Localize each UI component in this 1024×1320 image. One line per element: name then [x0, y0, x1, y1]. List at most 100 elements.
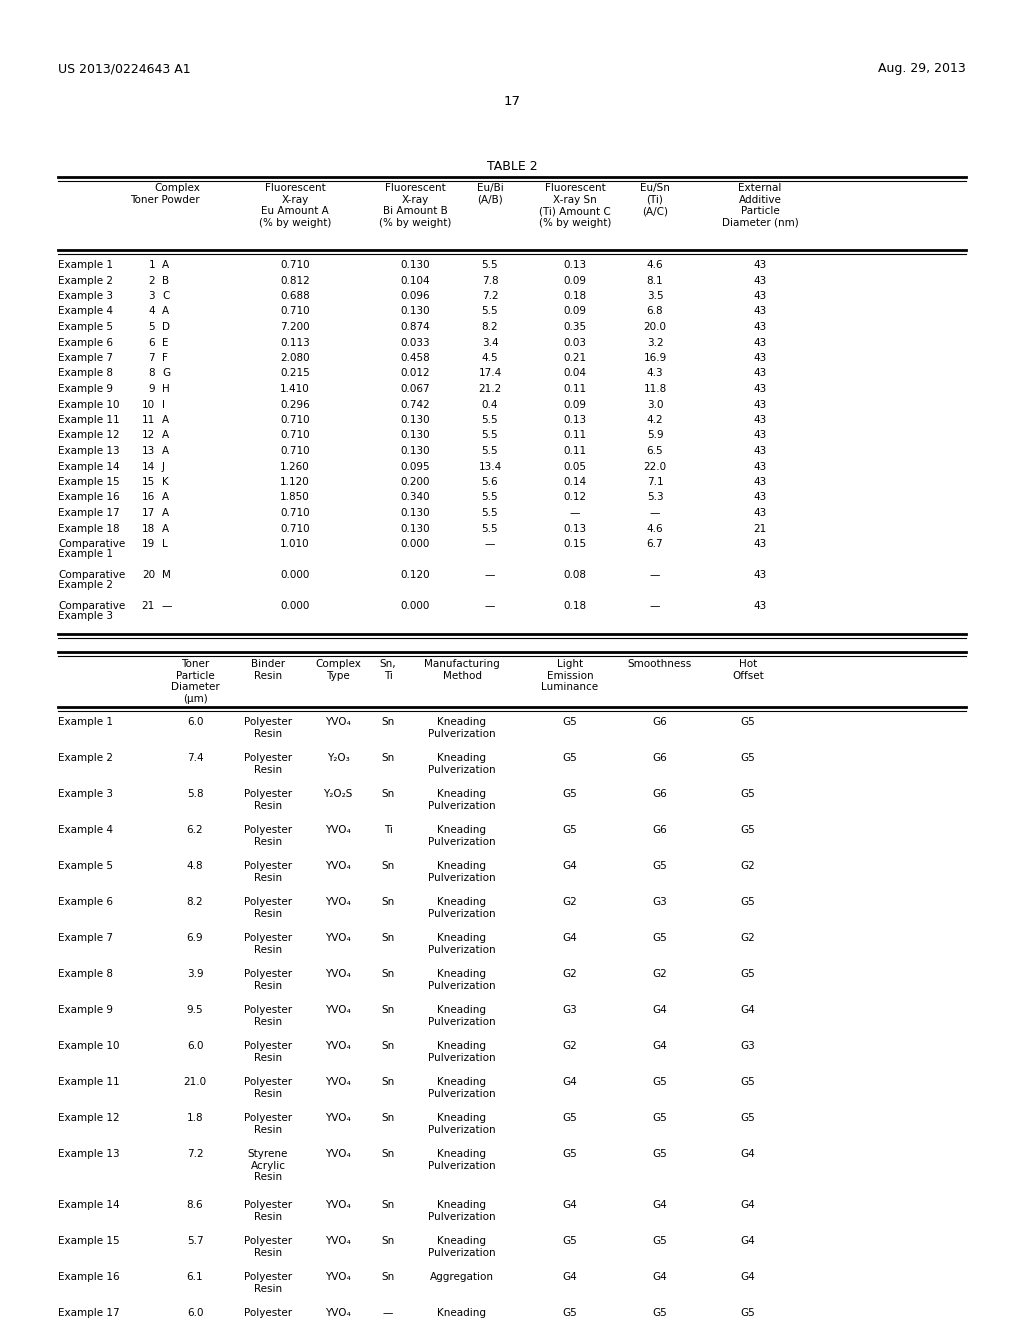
Text: 0.13: 0.13 [563, 524, 587, 533]
Text: Example 13: Example 13 [58, 1148, 120, 1159]
Text: Fluorescent
X-ray Sn
(Ti) Amount C
(% by weight): Fluorescent X-ray Sn (Ti) Amount C (% by… [539, 183, 611, 228]
Text: 43: 43 [754, 462, 767, 471]
Text: Smoothness: Smoothness [628, 659, 692, 669]
Text: 17: 17 [141, 508, 155, 517]
Text: Sn: Sn [381, 933, 394, 942]
Text: 3.9: 3.9 [186, 969, 204, 979]
Text: E: E [162, 338, 169, 347]
Text: A: A [162, 430, 169, 441]
Text: 0.130: 0.130 [400, 414, 430, 425]
Text: YVO₄: YVO₄ [326, 969, 351, 979]
Text: 6: 6 [148, 338, 155, 347]
Text: Example 17: Example 17 [58, 508, 120, 517]
Text: 5.7: 5.7 [186, 1237, 204, 1246]
Text: Kneading
Pulverization: Kneading Pulverization [428, 752, 496, 775]
Text: G4: G4 [562, 1272, 578, 1283]
Text: 5.3: 5.3 [647, 492, 664, 503]
Text: 43: 43 [754, 601, 767, 611]
Text: Kneading
Pulverization: Kneading Pulverization [428, 1005, 496, 1027]
Text: 0.15: 0.15 [563, 539, 587, 549]
Text: Example 11: Example 11 [58, 1077, 120, 1086]
Text: 43: 43 [754, 400, 767, 409]
Text: Kneading
Pulverization: Kneading Pulverization [428, 1237, 496, 1258]
Text: 1.8: 1.8 [186, 1113, 204, 1123]
Text: 8.6: 8.6 [186, 1200, 204, 1210]
Text: 16.9: 16.9 [643, 352, 667, 363]
Text: YVO₄: YVO₄ [326, 1272, 351, 1283]
Text: 3.4: 3.4 [481, 338, 499, 347]
Text: 0.09: 0.09 [563, 400, 587, 409]
Text: Kneading
Pulverization: Kneading Pulverization [428, 1077, 496, 1098]
Text: YVO₄: YVO₄ [326, 861, 351, 871]
Text: Example 7: Example 7 [58, 933, 113, 942]
Text: 12: 12 [141, 430, 155, 441]
Text: Polyester
Resin: Polyester Resin [244, 898, 292, 919]
Text: Sn: Sn [381, 752, 394, 763]
Text: 6.2: 6.2 [186, 825, 204, 836]
Text: G4: G4 [740, 1200, 756, 1210]
Text: G5: G5 [652, 1113, 668, 1123]
Text: Fluorescent
X-ray
Bi Amount B
(% by weight): Fluorescent X-ray Bi Amount B (% by weig… [379, 183, 452, 228]
Text: Sn: Sn [381, 1041, 394, 1051]
Text: Example 9: Example 9 [58, 1005, 113, 1015]
Text: 7.200: 7.200 [281, 322, 310, 333]
Text: Example 1: Example 1 [58, 717, 113, 727]
Text: G5: G5 [652, 1148, 668, 1159]
Text: Example 6: Example 6 [58, 898, 113, 907]
Text: Example 11: Example 11 [58, 414, 120, 425]
Text: Example 16: Example 16 [58, 492, 120, 503]
Text: 0.08: 0.08 [563, 570, 587, 579]
Text: TABLE 2: TABLE 2 [486, 160, 538, 173]
Text: Polyester
Resin: Polyester Resin [244, 717, 292, 739]
Text: G5: G5 [652, 861, 668, 871]
Text: Y₂O₂S: Y₂O₂S [324, 789, 352, 799]
Text: 0.710: 0.710 [281, 446, 310, 455]
Text: YVO₄: YVO₄ [326, 1041, 351, 1051]
Text: G2: G2 [652, 969, 668, 979]
Text: 0.000: 0.000 [281, 601, 309, 611]
Text: 7.4: 7.4 [186, 752, 204, 763]
Text: 7.2: 7.2 [186, 1148, 204, 1159]
Text: Sn: Sn [381, 1272, 394, 1283]
Text: 3.0: 3.0 [647, 400, 664, 409]
Text: Example 3: Example 3 [58, 611, 113, 620]
Text: 5.5: 5.5 [481, 414, 499, 425]
Text: 21: 21 [754, 524, 767, 533]
Text: 0.113: 0.113 [281, 338, 310, 347]
Text: Polyester
Resin: Polyester Resin [244, 933, 292, 954]
Text: YVO₄: YVO₄ [326, 1237, 351, 1246]
Text: 8.2: 8.2 [186, 898, 204, 907]
Text: Fluorescent
X-ray
Eu Amount A
(% by weight): Fluorescent X-ray Eu Amount A (% by weig… [259, 183, 331, 228]
Text: B: B [162, 276, 169, 285]
Text: 0.03: 0.03 [563, 338, 587, 347]
Text: Example 18: Example 18 [58, 524, 120, 533]
Text: 7.1: 7.1 [647, 477, 664, 487]
Text: Polyester
Resin: Polyester Resin [244, 1200, 292, 1222]
Text: Example 3: Example 3 [58, 290, 113, 301]
Text: Y₂O₃: Y₂O₃ [327, 752, 349, 763]
Text: Example 1: Example 1 [58, 549, 113, 558]
Text: Example 2: Example 2 [58, 752, 113, 763]
Text: 43: 43 [754, 384, 767, 393]
Text: 0.14: 0.14 [563, 477, 587, 487]
Text: G4: G4 [562, 1077, 578, 1086]
Text: G6: G6 [652, 825, 668, 836]
Text: 0.130: 0.130 [400, 446, 430, 455]
Text: 0.710: 0.710 [281, 306, 310, 317]
Text: 3: 3 [148, 290, 155, 301]
Text: US 2013/0224643 A1: US 2013/0224643 A1 [58, 62, 190, 75]
Text: G2: G2 [562, 969, 578, 979]
Text: 0.033: 0.033 [400, 338, 430, 347]
Text: 43: 43 [754, 276, 767, 285]
Text: 0.05: 0.05 [563, 462, 587, 471]
Text: YVO₄: YVO₄ [326, 825, 351, 836]
Text: Kneading
Pulverization: Kneading Pulverization [428, 789, 496, 810]
Text: Kneading
Pulverization: Kneading Pulverization [428, 1308, 496, 1320]
Text: G4: G4 [652, 1041, 668, 1051]
Text: 7.2: 7.2 [481, 290, 499, 301]
Text: 0.13: 0.13 [563, 260, 587, 271]
Text: 0.067: 0.067 [400, 384, 430, 393]
Text: 0.710: 0.710 [281, 508, 310, 517]
Text: —: — [569, 508, 581, 517]
Text: 6.1: 6.1 [186, 1272, 204, 1283]
